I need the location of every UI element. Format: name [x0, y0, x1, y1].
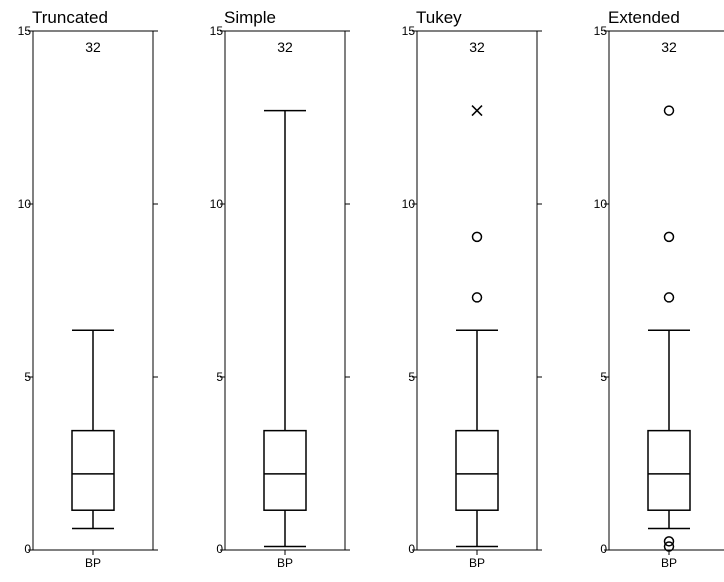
y-tick-label: 5 — [600, 370, 607, 384]
panel-extended: Extended 0 5 10 15 BP 32 — [594, 8, 724, 570]
y-tick-label: 10 — [210, 197, 224, 211]
category-label: BP — [277, 556, 293, 570]
y-tick-label: 10 — [402, 197, 416, 211]
outlier-cross-marker — [471, 105, 483, 117]
outlier-circle-marker — [663, 105, 675, 116]
y-tick-label: 15 — [402, 24, 416, 38]
panel-title: Extended — [608, 8, 680, 27]
y-tick-label: 10 — [594, 197, 608, 211]
y-tick-label: 5 — [216, 370, 223, 384]
category-label: BP — [661, 556, 677, 570]
category-label: BP — [85, 556, 101, 570]
interquartile-box — [71, 429, 115, 511]
y-tick-label: 0 — [24, 542, 31, 556]
sample-count-label: 32 — [661, 39, 677, 55]
y-tick-label: 5 — [408, 370, 415, 384]
y-tick-label: 0 — [408, 542, 415, 556]
y-tick-label: 0 — [216, 542, 223, 556]
sample-count-label: 32 — [85, 39, 101, 55]
y-tick-label: 5 — [24, 370, 31, 384]
y-tick-label: 10 — [18, 197, 32, 211]
outlier-circle-marker — [663, 536, 675, 547]
outlier-circle-marker — [471, 231, 483, 243]
outlier-circle-marker — [663, 292, 675, 303]
panel-simple: Simple 0 5 10 15 BP 32 — [210, 8, 350, 570]
outlier-circle-marker — [663, 541, 675, 552]
sample-count-label: 32 — [277, 39, 293, 55]
panel-title: Tukey — [416, 8, 462, 27]
y-tick-label: 15 — [18, 24, 32, 38]
panel-tukey: Tukey 0 5 10 15 BP 32 — [402, 8, 542, 570]
y-tick-label: 15 — [210, 24, 224, 38]
panel-title: Truncated — [32, 8, 108, 27]
y-tick-label: 0 — [600, 542, 607, 556]
panel-title: Simple — [224, 8, 276, 27]
sample-count-label: 32 — [469, 39, 485, 55]
category-label: BP — [469, 556, 485, 570]
interquartile-box — [455, 429, 499, 511]
outlier-circle-marker — [471, 292, 483, 303]
panel-truncated: Truncated 0 5 10 15 BP 32 — [18, 8, 158, 570]
y-tick-label: 15 — [594, 24, 608, 38]
interquartile-box — [263, 429, 307, 511]
interquartile-box — [647, 429, 691, 511]
outlier-circle-marker — [663, 231, 675, 243]
